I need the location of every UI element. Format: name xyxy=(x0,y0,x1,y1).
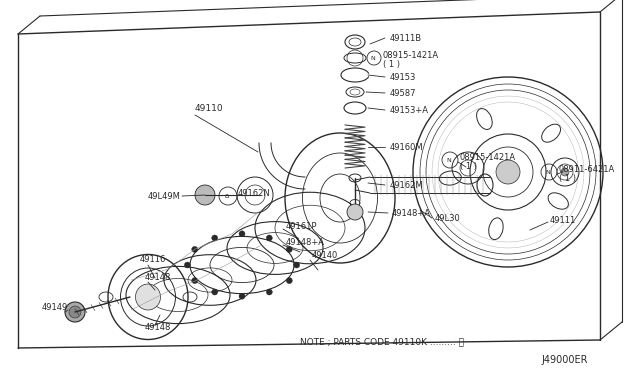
Text: 49111: 49111 xyxy=(550,215,576,224)
Text: 49111B: 49111B xyxy=(390,33,422,42)
Text: 08911-6421A: 08911-6421A xyxy=(559,164,615,173)
Circle shape xyxy=(286,246,292,252)
Text: ( 1 ): ( 1 ) xyxy=(383,60,400,68)
Circle shape xyxy=(65,302,85,322)
Circle shape xyxy=(192,278,198,283)
Text: 49161P: 49161P xyxy=(286,221,317,231)
Text: N: N xyxy=(546,170,550,174)
Text: 49587: 49587 xyxy=(390,89,417,97)
Text: a: a xyxy=(225,193,229,199)
Text: ( 1 ): ( 1 ) xyxy=(460,161,477,170)
Text: 49L49M: 49L49M xyxy=(147,192,180,201)
Text: 49160M: 49160M xyxy=(390,142,424,151)
Text: 49110: 49110 xyxy=(195,103,223,112)
Text: N: N xyxy=(371,55,376,61)
Circle shape xyxy=(239,293,245,299)
Circle shape xyxy=(347,204,363,220)
Circle shape xyxy=(239,231,245,237)
Text: 49148: 49148 xyxy=(145,324,172,333)
Text: NOTE ; PARTS CODE 49110K ......... Ⓐ: NOTE ; PARTS CODE 49110K ......... Ⓐ xyxy=(300,337,464,346)
Text: 49153+A: 49153+A xyxy=(390,106,429,115)
Circle shape xyxy=(69,306,81,318)
Circle shape xyxy=(294,262,300,268)
Circle shape xyxy=(212,235,218,241)
Circle shape xyxy=(195,185,215,205)
Text: 49162M: 49162M xyxy=(390,180,424,189)
Circle shape xyxy=(266,235,272,241)
Circle shape xyxy=(286,278,292,283)
Text: 08915-1421A: 08915-1421A xyxy=(460,153,516,161)
Text: 49116: 49116 xyxy=(140,256,166,264)
Text: 49148+A: 49148+A xyxy=(286,237,325,247)
Circle shape xyxy=(184,262,191,268)
Text: 49L30: 49L30 xyxy=(435,214,461,222)
Text: 49162N: 49162N xyxy=(238,189,271,198)
Circle shape xyxy=(496,160,520,184)
Text: 08915-1421A: 08915-1421A xyxy=(383,51,439,60)
Text: 49140: 49140 xyxy=(312,250,339,260)
Text: 49149: 49149 xyxy=(42,304,68,312)
Ellipse shape xyxy=(136,284,161,310)
Text: 49148+A: 49148+A xyxy=(392,208,431,218)
Circle shape xyxy=(212,289,218,295)
Text: 49148: 49148 xyxy=(145,273,172,282)
Text: N: N xyxy=(447,157,451,163)
Text: ( 1 ): ( 1 ) xyxy=(559,173,576,183)
Text: J49000ER: J49000ER xyxy=(541,355,588,365)
Circle shape xyxy=(561,168,569,176)
Circle shape xyxy=(266,289,272,295)
Circle shape xyxy=(192,246,198,252)
Text: 49153: 49153 xyxy=(390,73,417,81)
